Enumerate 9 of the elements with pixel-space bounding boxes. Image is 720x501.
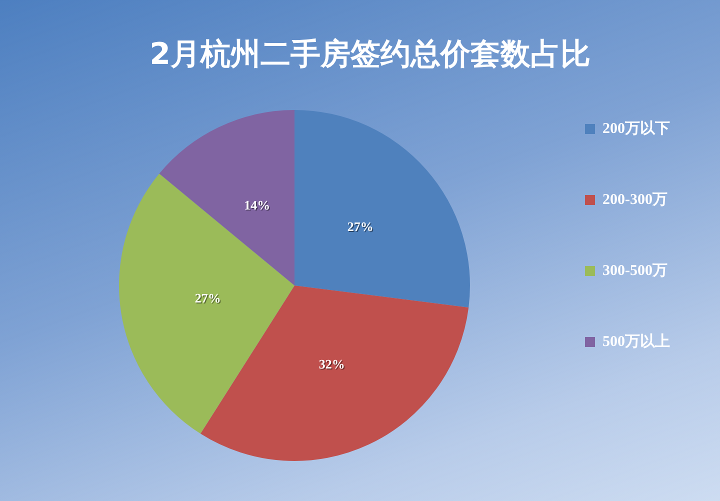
data-label: 27% xyxy=(348,220,374,235)
legend-label: 300-500万 xyxy=(602,262,668,279)
data-label: 14% xyxy=(244,197,270,212)
chart-title: 2月杭州二手房签约总价套数占比 xyxy=(150,36,590,72)
legend-label: 200万以下 xyxy=(602,120,670,137)
legend-label: 200-300万 xyxy=(602,192,668,208)
legend-label: 500万以上 xyxy=(602,332,670,350)
data-label: 32% xyxy=(318,356,345,372)
data-label: 27% xyxy=(196,292,222,307)
